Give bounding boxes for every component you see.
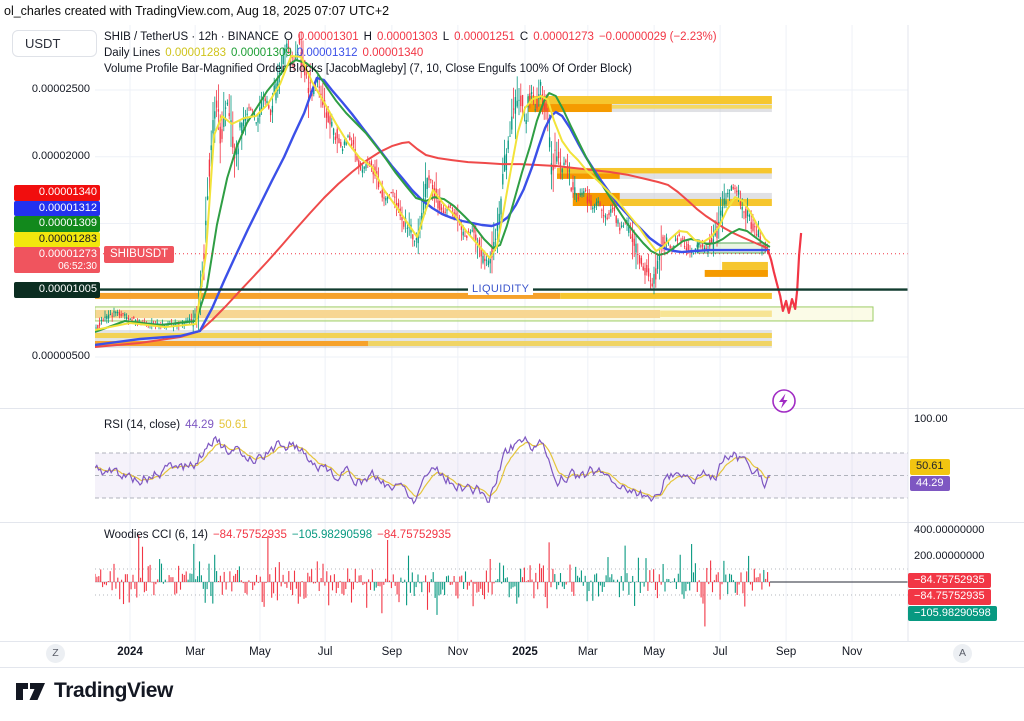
attribution-text: ol_charles created with TradingView.com,…: [4, 4, 390, 18]
tradingview-logo[interactable]: TradingView: [16, 679, 173, 703]
legend-item: C: [519, 31, 529, 43]
time-axis-label[interactable]: May: [249, 646, 271, 658]
legend-item: Woodies CCI (6, 14): [104, 529, 208, 541]
volume-profile-legend[interactable]: Volume Profile Bar-Magnified Order Block…: [104, 63, 637, 75]
time-axis-label[interactable]: May: [643, 646, 666, 658]
legend-item: −105.98290598: [291, 529, 373, 541]
legend-item: −0.00000029 (−2.23%): [598, 31, 717, 43]
legend-item: 0.00001312: [296, 47, 358, 59]
legend-item: RSI (14, close): [104, 419, 181, 431]
liquidity-line-label[interactable]: LIQUIDITY: [468, 283, 534, 295]
legend-item: −84.75752935: [377, 529, 451, 541]
time-axis-label[interactable]: 2025: [512, 646, 538, 658]
cci-value-badge: −105.98290598: [908, 605, 997, 621]
time-axis-label[interactable]: Mar: [185, 646, 206, 658]
tradingview-logo-icon: [16, 683, 45, 700]
time-axis-label[interactable]: Jul: [712, 646, 728, 658]
auto-scale-button[interactable]: A: [953, 644, 972, 663]
price-line-badge: 0.00001273 06:52:30: [14, 247, 100, 273]
tradingview-logo-text: TradingView: [54, 679, 173, 702]
cci-pane: [95, 535, 908, 627]
legend-item: 50.61: [218, 419, 248, 431]
rsi-value-badge: 50.61: [910, 459, 950, 475]
time-axis-label[interactable]: Jul: [317, 646, 333, 658]
legend-item: 0.00001309: [231, 47, 292, 59]
price-line-badge: 0.00001312: [14, 200, 100, 216]
legend-item: 0.00001283: [165, 47, 227, 59]
rsi-axis-label[interactable]: 100.00: [914, 413, 948, 426]
cci-axis-label[interactable]: 400.00000000: [914, 524, 985, 536]
legend-item: SHIB / TetherUS · 12h · BINANCE: [104, 31, 279, 43]
symbol-price-tag: SHIBUSDT: [104, 246, 175, 263]
time-axis-label[interactable]: Sep: [381, 646, 403, 658]
price-line-badge: 0.00001005: [14, 282, 100, 298]
price-axis-label[interactable]: 0.00000500: [31, 350, 90, 362]
legend-item: 0.00001340: [362, 47, 424, 59]
legend-item: O: [283, 31, 293, 43]
rsi-pane: [95, 435, 908, 505]
price-line-badge: 0.00001340: [14, 185, 100, 201]
price-axis-label[interactable]: 0.00002000: [31, 149, 90, 162]
legend-item: −84.75752935: [212, 529, 287, 541]
legend-item: Volume Profile Bar-Magnified Order Block…: [104, 63, 632, 75]
time-axis-label[interactable]: Nov: [447, 646, 469, 658]
rsi-value-badge: 44.29: [910, 475, 950, 491]
price-line-badge: 0.00001283: [14, 231, 100, 247]
legend-item: 44.29: [185, 419, 214, 431]
legend-item: L: [442, 31, 450, 43]
time-axis-label[interactable]: Sep: [775, 646, 797, 658]
price-line-badge: 0.00001309: [14, 216, 100, 232]
countdown-timer: 06:52:30: [58, 260, 97, 272]
rsi-legend[interactable]: RSI (14, close) 44.29 50.61: [104, 419, 253, 431]
legend-item: 0.00001301: [297, 31, 359, 43]
order-blocks: [95, 96, 874, 349]
lightning-signal-icon[interactable]: [770, 387, 798, 415]
zoom-out-button[interactable]: Z: [46, 644, 65, 663]
cci-value-badge: −84.75752935: [908, 589, 991, 605]
legend-item: 0.00001273: [533, 31, 594, 43]
legend-item: Daily Lines: [104, 47, 161, 59]
pane-separators: [0, 25, 1024, 668]
time-axis-label[interactable]: Nov: [841, 646, 863, 658]
cci-axis-label[interactable]: 200.00000000: [914, 550, 985, 562]
daily-lines-legend[interactable]: Daily Lines 0.00001283 0.00001309 0.0000131…: [104, 47, 428, 59]
currency-toggle-button[interactable]: USDT: [12, 30, 97, 57]
time-axis-label[interactable]: Mar: [577, 646, 598, 658]
legend-item: 0.00001303: [376, 31, 438, 43]
cci-legend[interactable]: Woodies CCI (6, 14) −84.75752935 −105.9829…: [104, 529, 456, 541]
legend-item: 0.00001251: [454, 31, 515, 43]
time-axis-label[interactable]: 2024: [117, 646, 143, 658]
symbol-legend[interactable]: SHIB / TetherUS · 12h · BINANCE O 0.000013…: [104, 31, 722, 43]
legend-item: H: [363, 31, 372, 43]
price-axis-label[interactable]: 0.00002500: [31, 83, 90, 95]
cci-value-badge: −84.75752935: [908, 572, 991, 588]
